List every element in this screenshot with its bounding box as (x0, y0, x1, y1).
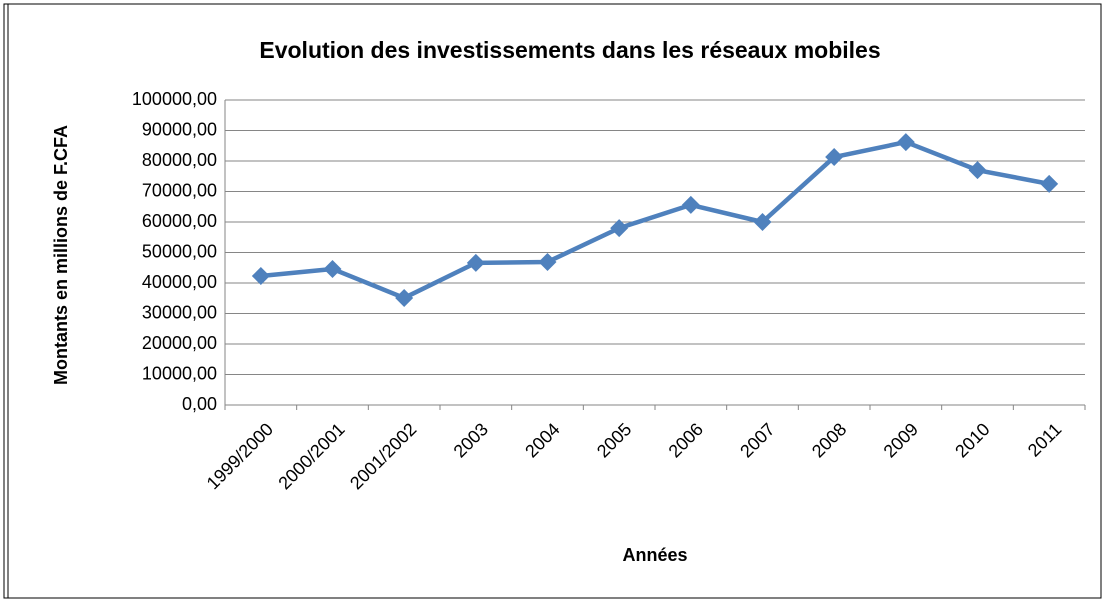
marker (825, 148, 844, 167)
y-tick-label: 10000,00 (142, 363, 217, 383)
x-tick-label: 2011 (1024, 419, 1066, 461)
marker (323, 259, 342, 278)
x-tick-label: 2005 (593, 419, 635, 461)
marker (1040, 174, 1059, 193)
y-axis-label: Montants en millions de F.CFA (51, 125, 71, 385)
x-tick-label: 2001/2002 (346, 419, 420, 493)
chart-title: Evolution des investissements dans les r… (259, 37, 880, 63)
marker (896, 133, 915, 152)
marker (251, 266, 270, 285)
x-tick-label: 2007 (736, 419, 778, 461)
x-tick-label: 2008 (808, 419, 850, 461)
x-axis-label: Années (622, 545, 687, 565)
x-tick-label: 2006 (665, 419, 707, 461)
x-tick-label: 2009 (880, 419, 922, 461)
line (260, 139, 1050, 301)
marker (395, 288, 414, 307)
y-tick-label: 30000,00 (142, 302, 217, 322)
y-tick-label: 60000,00 (142, 211, 217, 231)
x-tick-label: 1999/2000 (203, 419, 277, 493)
y-tick-label: 70000,00 (142, 180, 217, 200)
y-tick-label: 80000,00 (142, 150, 217, 170)
marker (610, 219, 629, 238)
chart-frame (3, 3, 1102, 599)
x-tick-label: 2003 (450, 419, 492, 461)
y-tick-label: 100000,00 (132, 89, 217, 109)
y-tick-label: 20000,00 (142, 333, 217, 353)
x-tick-label: 2004 (521, 419, 563, 461)
y-tick-label: 90000,00 (142, 119, 217, 139)
x-tick-label: 2000/2001 (274, 419, 348, 493)
marker (968, 161, 987, 180)
y-tick-label: 50000,00 (142, 241, 217, 261)
y-tick-label: 40000,00 (142, 272, 217, 292)
marker (538, 252, 557, 271)
marker (753, 213, 772, 231)
y-tick-label: 0,00 (182, 394, 217, 414)
marker (466, 253, 485, 272)
marker (681, 195, 700, 214)
x-tick-label: 2010 (951, 419, 993, 461)
